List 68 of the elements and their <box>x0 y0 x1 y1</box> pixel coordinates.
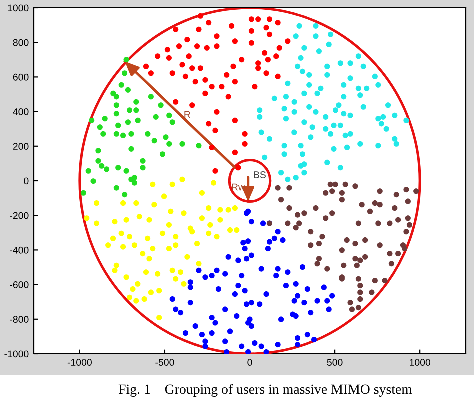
point <box>120 132 126 138</box>
point <box>148 94 154 100</box>
point <box>102 116 108 122</box>
point <box>134 108 140 114</box>
y-tick-label: -200 <box>10 212 29 220</box>
point <box>99 163 105 169</box>
point <box>153 114 159 120</box>
point <box>80 190 86 196</box>
y-tick-label: -600 <box>10 282 29 288</box>
point <box>114 102 120 108</box>
annotation: Rw <box>232 184 246 191</box>
y-tick-label: -400 <box>10 246 29 254</box>
point <box>124 168 130 174</box>
point <box>122 70 128 76</box>
point <box>97 124 103 130</box>
point <box>166 112 172 118</box>
point <box>125 120 131 126</box>
point <box>125 87 131 93</box>
annotation: BS <box>254 172 266 178</box>
point <box>128 131 134 137</box>
y-tick-label: 200 <box>13 143 29 150</box>
point <box>124 57 130 63</box>
point <box>180 141 186 147</box>
point <box>132 180 138 186</box>
point <box>118 82 124 88</box>
point <box>116 165 122 171</box>
point <box>100 131 106 137</box>
y-tick-label: 0 <box>24 178 29 185</box>
caption: Fig. 1 Grouping of users in massive MIMO system <box>118 384 412 397</box>
y-tick-label: 800 <box>13 39 29 46</box>
y-tick-label: 1000 <box>8 4 29 12</box>
point <box>114 111 120 117</box>
point <box>152 138 158 144</box>
point <box>163 134 169 140</box>
point <box>86 168 92 174</box>
point <box>166 141 172 147</box>
point <box>126 108 133 114</box>
point <box>145 131 151 137</box>
point <box>196 143 202 149</box>
y-tick-label: -1000 <box>4 350 29 358</box>
point <box>114 131 120 137</box>
x-tick-label: 500 <box>327 359 343 366</box>
point <box>96 158 102 164</box>
point <box>110 90 116 96</box>
x-tick-label: 1000 <box>410 359 431 366</box>
point <box>140 158 146 164</box>
point <box>128 146 134 152</box>
point <box>135 118 141 124</box>
y-tick-label: -800 <box>10 316 29 324</box>
point <box>96 148 102 154</box>
point <box>140 165 146 171</box>
point <box>114 185 120 191</box>
point <box>89 118 95 124</box>
point <box>90 178 96 184</box>
annotation: R <box>184 111 190 118</box>
point <box>134 99 140 105</box>
point <box>104 166 110 172</box>
point <box>116 122 122 128</box>
x-tick-label: 0 <box>248 359 252 366</box>
x-tick-label: -1000 <box>68 359 92 366</box>
x-tick-label: -500 <box>156 359 174 366</box>
point <box>122 192 128 198</box>
point <box>114 94 120 100</box>
y-tick-label: 600 <box>13 74 29 81</box>
point <box>170 120 176 126</box>
y-tick-label: 400 <box>13 108 29 116</box>
point <box>158 102 164 108</box>
point <box>160 152 166 158</box>
